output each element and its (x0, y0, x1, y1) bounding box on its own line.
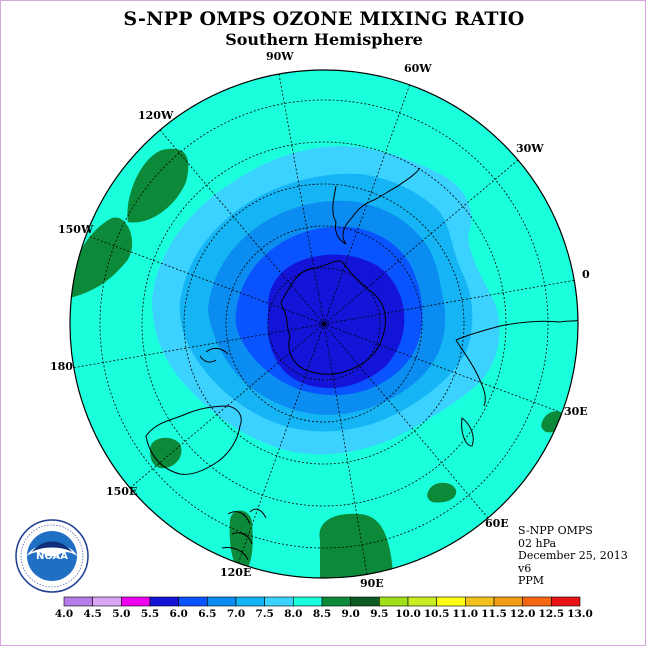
lon-label-150w: 150W (58, 223, 94, 236)
blob-150w (70, 217, 133, 300)
blob-60e (427, 482, 457, 503)
colorbar-tick-label: 7.5 (256, 608, 274, 620)
lon-label-60e: 60E (485, 517, 509, 530)
colorbar-swatch (522, 596, 552, 607)
lon-label-180: 180 (50, 360, 73, 373)
colorbar-tick-label: 6.0 (170, 608, 188, 620)
colorbar-swatch (379, 596, 409, 607)
lon-label-150e: 150E (106, 485, 137, 498)
colorbar-swatch (551, 596, 581, 607)
colorbar-swatch (465, 596, 495, 607)
colorbar-tick-label: 12.5 (539, 608, 565, 620)
colorbar-tick-label: 8.5 (313, 608, 331, 620)
map-boundary (69, 69, 579, 579)
coast-madagascar (461, 417, 474, 447)
colorbar-swatch (436, 596, 466, 607)
colorbar-tick-label: 9.5 (370, 608, 388, 620)
lon-label-0: 0 (582, 268, 590, 281)
colorbar-swatch (321, 596, 351, 607)
lon-label-30w: 30W (516, 142, 544, 155)
coast-south-america (332, 167, 421, 245)
colorbar-tick-label: 9.0 (342, 608, 360, 620)
info-date: December 25, 2013 (518, 549, 628, 563)
colorbar-swatch (121, 596, 151, 607)
info-version: v6 (518, 561, 532, 575)
colorbar-tick-label: 6.5 (198, 608, 216, 620)
map-title: S-NPP OMPS OZONE MIXING RATIO (123, 8, 525, 30)
coast-africa (455, 319, 578, 407)
coast-new-zealand (199, 347, 229, 363)
info-block: S-NPP OMPS 02 hPa December 25, 2013 v6 P… (518, 524, 628, 588)
colorbar-swatch (293, 596, 323, 607)
info-units: PPM (518, 574, 545, 588)
colorbar-swatch (178, 596, 208, 607)
blob-90e (319, 513, 394, 578)
coast-antarctica (280, 260, 386, 375)
lon-label-120w: 120W (138, 109, 174, 122)
colorbar-swatch (350, 596, 380, 607)
lon-label-90e: 90E (360, 577, 384, 590)
colorbar-swatch (92, 596, 122, 607)
colorbar-tick-label: 4.0 (55, 608, 73, 620)
info-instrument: S-NPP OMPS (518, 524, 593, 537)
colorbar-tick-label: 5.0 (112, 608, 130, 620)
colorbar-tick-label: 5.5 (141, 608, 159, 620)
south-pole-marker (320, 320, 328, 328)
level-5-5 (267, 254, 405, 388)
noaa-logo: NOAA (15, 519, 89, 593)
colorbar-swatch (207, 596, 237, 607)
colorbar-swatch (407, 596, 437, 607)
lon-label-60w: 60W (404, 62, 432, 75)
colorbar-tick-label: 13.0 (567, 608, 593, 620)
colorbar-swatch (149, 596, 179, 607)
coast-australia (145, 405, 242, 475)
noaa-logo-text: NOAA (36, 551, 68, 562)
map-subtitle: Southern Hemisphere (225, 30, 423, 49)
lon-label-120e: 120E (220, 566, 251, 579)
blob-120e (229, 510, 253, 572)
colorbar-tick-label: 11.5 (481, 608, 507, 620)
colorbar-tick-label: 10.5 (424, 608, 450, 620)
lon-label-90w: 90W (266, 50, 294, 63)
info-level: 02 hPa (518, 536, 557, 550)
colorbar-tick-label: 4.5 (84, 608, 102, 620)
coast-indonesia (221, 508, 267, 561)
lon-label-30e: 30E (564, 405, 588, 418)
blob-120w (127, 148, 189, 223)
colorbar-swatch (63, 596, 93, 607)
colorbar-tick-label: 12.0 (510, 608, 536, 620)
colorbar-tick-label: 7.0 (227, 608, 245, 620)
colorbar-tick-label: 8.0 (284, 608, 302, 620)
colorbar-swatch (235, 596, 265, 607)
colorbar-tick-label: 10.0 (395, 608, 421, 620)
colorbar-tick-label: 11.0 (453, 608, 479, 620)
colorbar-swatch (493, 596, 523, 607)
colorbar-swatch (264, 596, 294, 607)
